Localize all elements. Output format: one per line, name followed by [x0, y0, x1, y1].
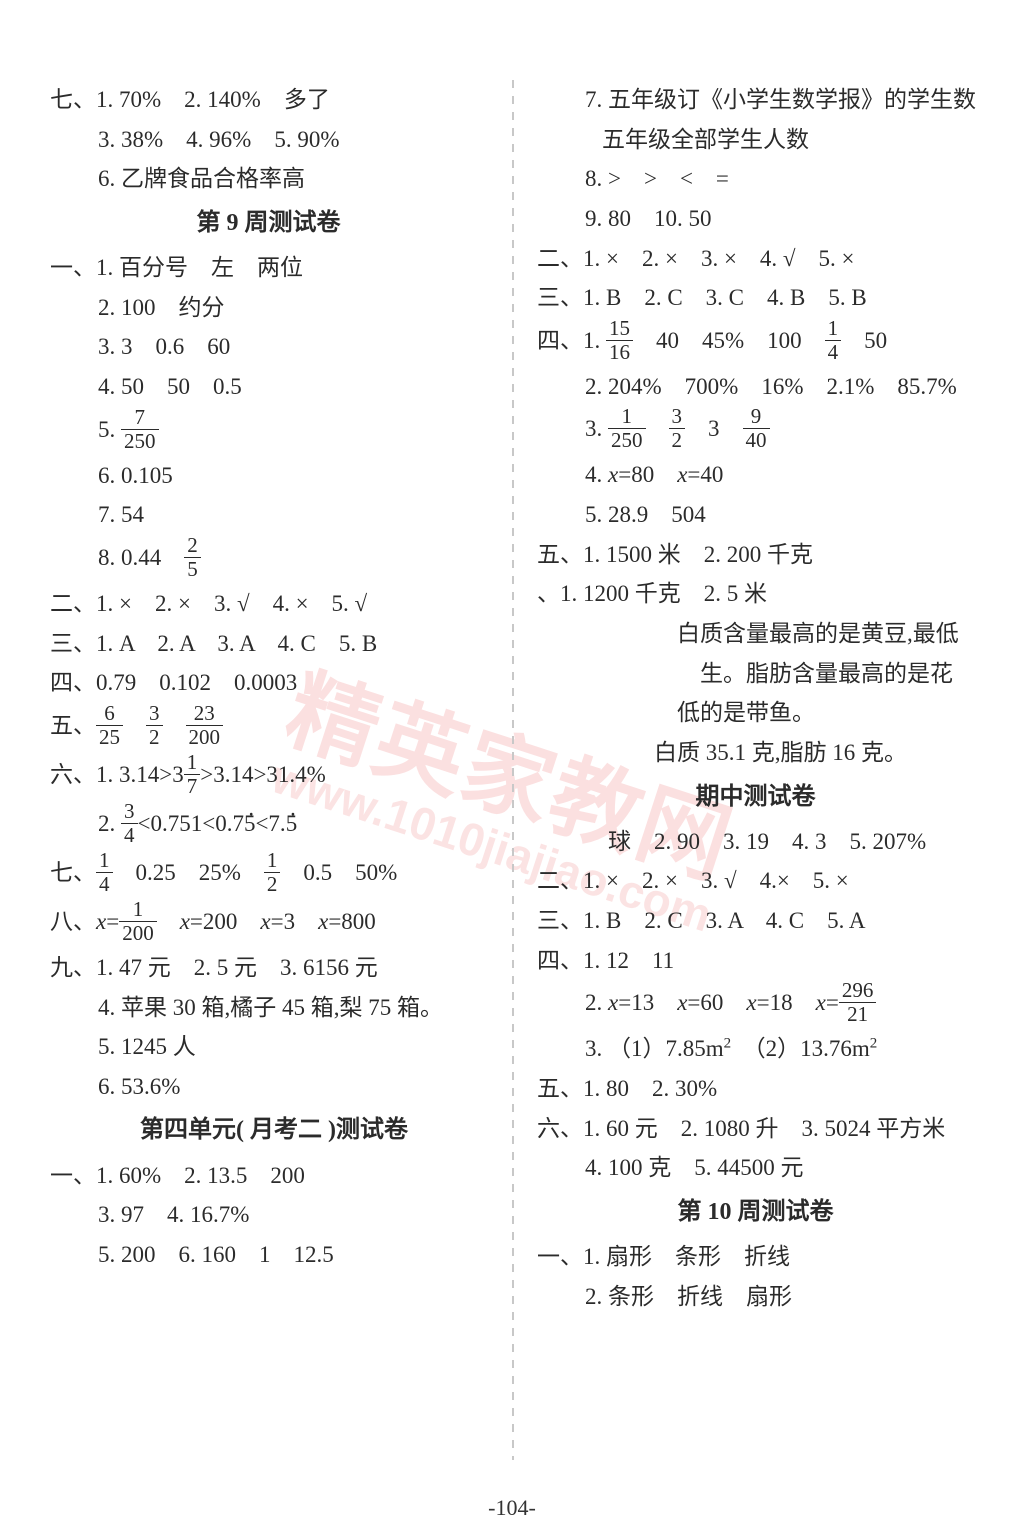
- text-line: 一、1. 百分号 左 两位: [40, 250, 497, 286]
- text-line: 三、1. A 2. A 3. A 4. C 5. B: [40, 626, 497, 662]
- text-line: 五、625 32 23200: [40, 705, 497, 750]
- text-line: 5. 1245 人: [40, 1029, 497, 1065]
- text-line: 2. x=13 x=60 x=18 x=29621: [527, 982, 984, 1027]
- text-line: 第四单元( 月考二 )测试卷: [40, 1112, 497, 1149]
- text-line: 六、1. 3.14>317>3.14>31.4%: [40, 754, 497, 799]
- text-line: 六、1. 60 元 2. 1080 升 3. 5024 平方米: [527, 1111, 984, 1147]
- text-line: 三、1. B 2. C 3. A 4. C 5. A: [527, 903, 984, 939]
- text-line: 生。脂肪含量最高的是花: [527, 656, 984, 692]
- text-line: 八、x=1200 x=200 x=3 x=800: [40, 901, 497, 946]
- text-line: 8. > > < =: [527, 161, 984, 197]
- text-line: 期中测试卷: [527, 779, 984, 816]
- text-line: 6. 乙牌食品合格率高: [40, 161, 497, 197]
- text-line: 3. （1）7.85m2 （2）13.76m2: [527, 1031, 984, 1067]
- text-line: 9. 80 10. 50: [527, 201, 984, 237]
- right-column: 7. 五年级订《小学生数学报》的学生数五年级全部学生人数8. > > < = 9.…: [527, 80, 984, 1450]
- text-line: 白质含量最高的是黄豆,最低: [527, 616, 984, 652]
- text-line: 5. 28.9 504: [527, 497, 984, 533]
- text-line: 四、1. 12 11: [527, 943, 984, 979]
- page-number: -104-: [0, 1495, 1024, 1521]
- text-line: 6. 0.105: [40, 458, 497, 494]
- text-line: 二、1. × 2. × 3. √ 4. × 5. √: [40, 586, 497, 622]
- text-line: 第 9 周测试卷: [40, 205, 497, 242]
- text-line: 5. 200 6. 160 1 12.5: [40, 1237, 497, 1273]
- text-line: 四、1. 1516 40 45% 100 14 50: [527, 320, 984, 365]
- text-line: 一、1. 扇形 条形 折线: [527, 1239, 984, 1275]
- text-line: 三、1. B 2. C 3. C 4. B 5. B: [527, 280, 984, 316]
- text-line: 五、1. 1500 米 2. 200 千克: [527, 537, 984, 573]
- text-line: 4. 100 克 5. 44500 元: [527, 1150, 984, 1186]
- left-column: 七、1. 70% 2. 140% 多了3. 38% 4. 96% 5. 90%6…: [40, 80, 497, 1450]
- column-divider: [512, 80, 514, 1460]
- text-line: 球 2. 90 3. 19 4. 3 5. 207%: [527, 824, 984, 860]
- text-line: 第 10 周测试卷: [527, 1194, 984, 1231]
- text-line: 8. 0.44 25: [40, 537, 497, 582]
- text-line: 6. 53.6%: [40, 1069, 497, 1105]
- text-line: 五、1. 80 2. 30%: [527, 1071, 984, 1107]
- text-line: 4. 苹果 30 箱,橘子 45 箱,梨 75 箱。: [40, 990, 497, 1026]
- text-line: 九、1. 47 元 2. 5 元 3. 6156 元: [40, 950, 497, 986]
- text-line: 2. 条形 折线 扇形: [527, 1279, 984, 1315]
- text-line: 2. 34<0.751<0.75<7.5: [40, 803, 497, 848]
- text-line: 二、1. × 2. × 3. √ 4.× 5. ×: [527, 863, 984, 899]
- text-line: 四、0.79 0.102 0.0003: [40, 665, 497, 701]
- text-line: 3. 1250 32 3 940: [527, 408, 984, 453]
- text-line: 七、14 0.25 25% 12 0.5 50%: [40, 852, 497, 897]
- text-line: 3. 38% 4. 96% 5. 90%: [40, 122, 497, 158]
- text-line: 五年级全部学生人数: [527, 122, 984, 158]
- text-line: 3. 97 4. 16.7%: [40, 1197, 497, 1233]
- text-line: 2. 100 约分: [40, 290, 497, 326]
- text-line: 7. 54: [40, 497, 497, 533]
- text-line: 4. x=80 x=40: [527, 457, 984, 493]
- text-line: 二、1. × 2. × 3. × 4. √ 5. ×: [527, 241, 984, 277]
- text-line: 七、1. 70% 2. 140% 多了: [40, 82, 497, 118]
- text-line: 白质 35.1 克,脂肪 16 克。: [527, 735, 984, 771]
- text-line: 5. 7250: [40, 409, 497, 454]
- text-line: 低的是带鱼。: [527, 695, 984, 731]
- text-line: 2. 204% 700% 16% 2.1% 85.7%: [527, 369, 984, 405]
- text-line: 7. 五年级订《小学生数学报》的学生数: [527, 82, 984, 118]
- text-line: 一、1. 60% 2. 13.5 200: [40, 1158, 497, 1194]
- text-line: 3. 3 0.6 60: [40, 329, 497, 365]
- text-line: 4. 50 50 0.5: [40, 369, 497, 405]
- text-line: 、1. 1200 千克 2. 5 米: [527, 576, 984, 612]
